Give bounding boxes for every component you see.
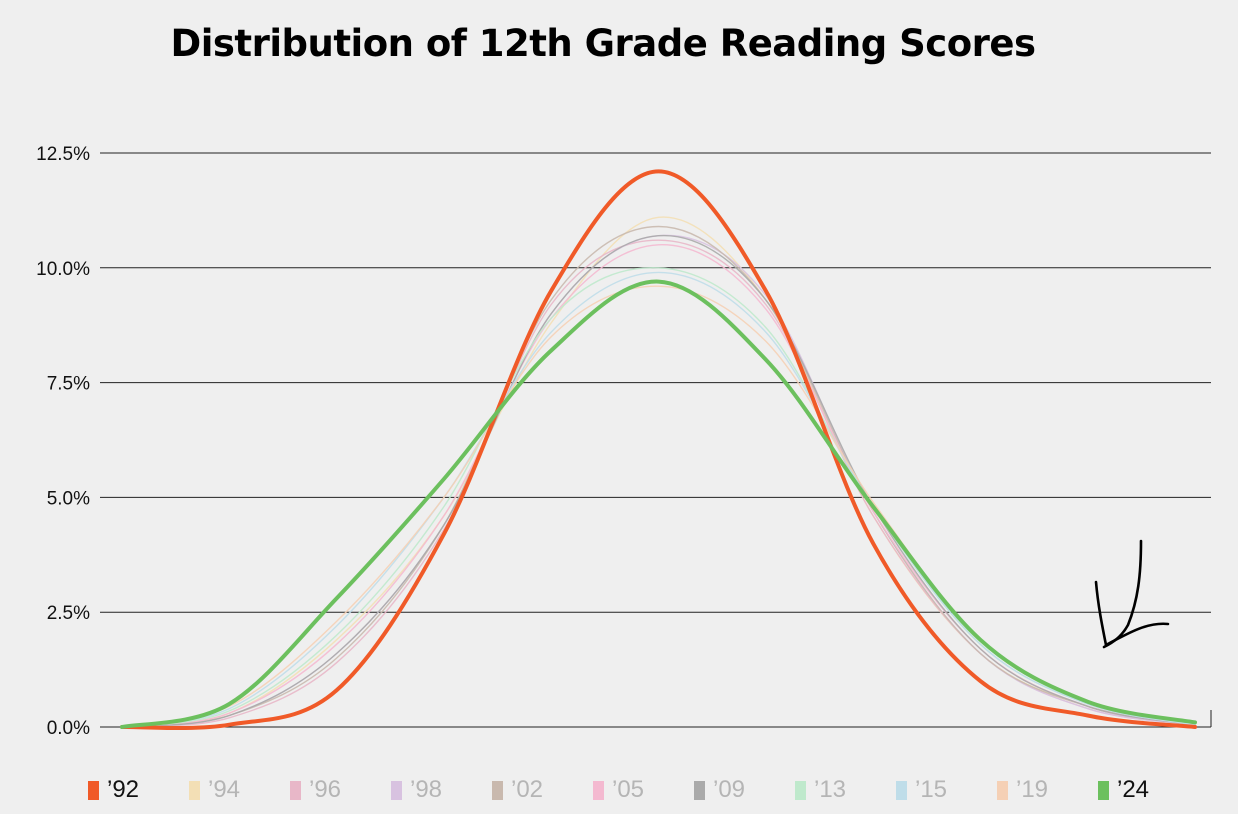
series-line <box>120 279 1197 729</box>
grid-lines <box>100 152 1211 728</box>
legend-swatch <box>1098 780 1109 800</box>
legend-item: ’94 <box>189 776 290 804</box>
legend-swatch <box>593 780 604 800</box>
series-line <box>121 234 1196 728</box>
legend-swatch <box>88 780 99 800</box>
legend-label: ’24 <box>1117 776 1150 803</box>
y-tick-label: 7.5% <box>47 374 90 395</box>
legend-label: ’02 <box>511 776 544 803</box>
legend-item: ’92 <box>88 776 189 804</box>
legend: ’92 ’94 ’96 ’98 ’02 ’05 ’09 ’13 ’15 ’19 ’24 <box>88 776 1199 804</box>
legend-label: ’94 <box>208 776 241 803</box>
series-line <box>120 169 1197 731</box>
highlighted-series-lines <box>120 169 1197 731</box>
legend-label: ’19 <box>1016 776 1049 803</box>
y-tick-label: 5.0% <box>47 488 90 509</box>
legend-swatch <box>997 780 1008 800</box>
series-line <box>121 225 1196 728</box>
legend-item: ’02 <box>492 776 593 804</box>
chart-title: Distribution of 12th Grade Reading Score… <box>170 22 1036 65</box>
series-line <box>121 271 1196 728</box>
legend-swatch <box>492 780 503 800</box>
legend-label: ’15 <box>915 776 948 803</box>
legend-label: ’98 <box>410 776 443 803</box>
legend-item: ’09 <box>694 776 795 804</box>
legend-label: ’13 <box>814 776 847 803</box>
y-tick-label: 2.5% <box>47 603 90 624</box>
legend-swatch <box>391 780 402 800</box>
faded-series-lines <box>121 216 1196 728</box>
hand-drawn-arrow-icon <box>1094 539 1170 649</box>
legend-item: ’19 <box>997 776 1098 804</box>
y-tick-label: 0.0% <box>47 718 90 739</box>
legend-label: ’92 <box>107 776 140 803</box>
series-line <box>121 239 1196 728</box>
legend-label: ’05 <box>612 776 645 803</box>
legend-item: ’13 <box>795 776 896 804</box>
series-line <box>121 234 1196 728</box>
y-tick-label: 12.5% <box>36 144 90 165</box>
legend-item: ’24 <box>1098 776 1199 804</box>
legend-swatch <box>290 780 301 800</box>
y-tick-label: 10.0% <box>36 259 90 280</box>
y-axis-tick-labels: 0.0% 2.5% 5.0% 7.5% 10.0% 12.5% <box>36 144 90 739</box>
legend-label: ’09 <box>713 776 746 803</box>
series-line <box>121 285 1196 728</box>
legend-swatch <box>189 780 200 800</box>
legend-swatch <box>896 780 907 800</box>
legend-label: ’96 <box>309 776 342 803</box>
legend-item: ’05 <box>593 776 694 804</box>
legend-item: ’15 <box>896 776 997 804</box>
legend-item: ’98 <box>391 776 492 804</box>
legend-swatch <box>795 780 806 800</box>
series-line <box>121 216 1196 728</box>
legend-item: ’96 <box>290 776 391 804</box>
legend-swatch <box>694 780 705 800</box>
